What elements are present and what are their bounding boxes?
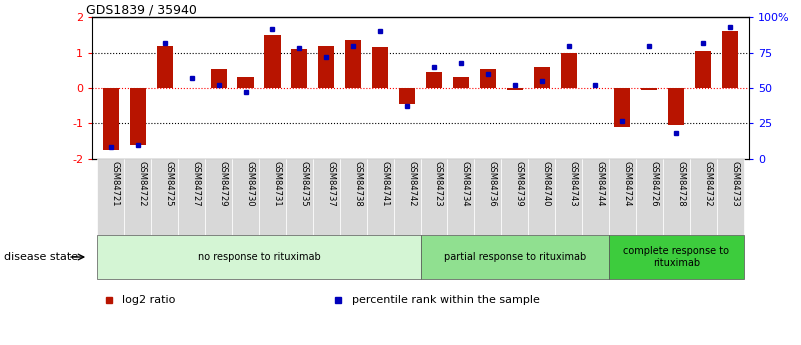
Bar	[292, 49, 308, 88]
Text: GSM84730: GSM84730	[246, 161, 255, 207]
Text: GSM84731: GSM84731	[272, 161, 281, 207]
Bar	[259, 159, 286, 235]
Bar	[695, 51, 711, 88]
Bar	[372, 47, 388, 88]
Text: GSM84735: GSM84735	[300, 161, 308, 207]
Bar	[722, 31, 739, 88]
Text: GDS1839 / 35940: GDS1839 / 35940	[86, 3, 196, 16]
Bar	[561, 52, 577, 88]
Bar	[636, 159, 662, 235]
Text: partial response to rituximab: partial response to rituximab	[444, 252, 586, 262]
Bar	[642, 88, 658, 90]
Bar	[668, 88, 684, 125]
Bar	[453, 77, 469, 88]
Bar	[98, 235, 421, 279]
Text: GSM84725: GSM84725	[165, 161, 174, 206]
Bar	[507, 88, 523, 90]
Text: GSM84734: GSM84734	[461, 161, 470, 207]
Bar	[448, 159, 474, 235]
Bar	[103, 88, 119, 150]
Text: complete response to
rituximab: complete response to rituximab	[623, 246, 729, 268]
Text: GSM84737: GSM84737	[326, 161, 336, 207]
Bar	[533, 67, 549, 88]
Bar	[421, 159, 448, 235]
Bar	[205, 159, 232, 235]
Text: GSM84744: GSM84744	[595, 161, 605, 206]
Bar	[179, 159, 205, 235]
Bar	[232, 159, 259, 235]
Text: GSM84728: GSM84728	[676, 161, 685, 207]
Text: GSM84733: GSM84733	[730, 161, 739, 207]
Bar	[399, 88, 415, 104]
Bar	[340, 159, 367, 235]
Bar	[474, 159, 501, 235]
Bar	[313, 159, 340, 235]
Text: GSM84724: GSM84724	[622, 161, 631, 206]
Bar	[609, 159, 636, 235]
Text: disease state: disease state	[4, 252, 78, 262]
Text: GSM84729: GSM84729	[219, 161, 227, 206]
Text: GSM84743: GSM84743	[569, 161, 578, 207]
Bar	[157, 46, 173, 88]
Bar	[609, 235, 743, 279]
Text: no response to rituximab: no response to rituximab	[198, 252, 320, 262]
Bar	[717, 159, 743, 235]
Bar	[237, 77, 254, 88]
Bar	[393, 159, 421, 235]
Bar	[690, 159, 717, 235]
Text: GSM84740: GSM84740	[541, 161, 550, 206]
Bar	[662, 159, 690, 235]
Text: GSM84732: GSM84732	[703, 161, 712, 207]
Bar	[264, 35, 280, 88]
Text: GSM84722: GSM84722	[138, 161, 147, 206]
Bar	[528, 159, 555, 235]
Text: GSM84726: GSM84726	[650, 161, 658, 207]
Text: GSM84738: GSM84738	[353, 161, 362, 207]
Text: GSM84741: GSM84741	[380, 161, 389, 206]
Bar	[367, 159, 393, 235]
Text: GSM84723: GSM84723	[434, 161, 443, 207]
Text: GSM84742: GSM84742	[407, 161, 416, 206]
Text: GSM84739: GSM84739	[515, 161, 524, 207]
Bar	[501, 159, 528, 235]
Bar	[426, 72, 442, 88]
Text: GSM84727: GSM84727	[191, 161, 201, 207]
Bar	[151, 159, 179, 235]
Text: GSM84721: GSM84721	[111, 161, 120, 206]
Bar	[582, 159, 609, 235]
Bar	[286, 159, 313, 235]
Bar	[480, 69, 496, 88]
Bar	[555, 159, 582, 235]
Bar	[130, 88, 146, 145]
Bar	[98, 159, 124, 235]
Text: percentile rank within the sample: percentile rank within the sample	[352, 295, 539, 305]
Bar	[345, 40, 361, 88]
Text: GSM84736: GSM84736	[488, 161, 497, 207]
Bar	[211, 69, 227, 88]
Bar	[421, 235, 609, 279]
Bar	[614, 88, 630, 127]
Bar	[124, 159, 151, 235]
Bar	[318, 46, 334, 88]
Text: log2 ratio: log2 ratio	[122, 295, 175, 305]
